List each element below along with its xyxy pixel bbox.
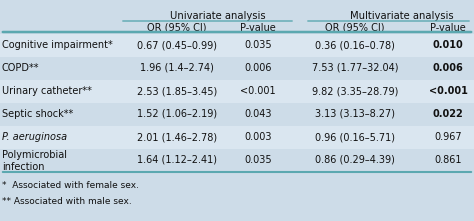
Text: 1.52 (1.06–2.19): 1.52 (1.06–2.19) (137, 109, 217, 119)
Text: Cognitive impairment*: Cognitive impairment* (2, 40, 113, 50)
Text: 0.035: 0.035 (244, 155, 272, 165)
Text: Polymicrobial: Polymicrobial (2, 150, 67, 160)
Text: OR (95% CI): OR (95% CI) (147, 23, 207, 33)
Text: P-value: P-value (430, 23, 466, 33)
Text: P. aeruginosa: P. aeruginosa (2, 132, 67, 142)
Text: 1.64 (1.12–2.41): 1.64 (1.12–2.41) (137, 155, 217, 165)
Text: 0.006: 0.006 (433, 63, 464, 73)
Text: 0.006: 0.006 (244, 63, 272, 73)
Text: 3.13 (3.13–8.27): 3.13 (3.13–8.27) (315, 109, 395, 119)
Text: ** Associated with male sex.: ** Associated with male sex. (2, 196, 132, 206)
Text: 0.36 (0.16–0.78): 0.36 (0.16–0.78) (315, 40, 395, 50)
Text: 1.96 (1.4–2.74): 1.96 (1.4–2.74) (140, 63, 214, 73)
Text: COPD**: COPD** (2, 63, 39, 73)
Text: 0.861: 0.861 (434, 155, 462, 165)
Text: 0.967: 0.967 (434, 132, 462, 142)
Text: 0.010: 0.010 (433, 40, 464, 50)
Text: 0.035: 0.035 (244, 40, 272, 50)
Text: 0.67 (0.45–0.99): 0.67 (0.45–0.99) (137, 40, 217, 50)
Text: 9.82 (3.35–28.79): 9.82 (3.35–28.79) (312, 86, 398, 96)
Text: <0.001: <0.001 (428, 86, 467, 96)
Text: OR (95% CI): OR (95% CI) (325, 23, 385, 33)
Text: 2.01 (1.46–2.78): 2.01 (1.46–2.78) (137, 132, 217, 142)
Text: 0.96 (0.16–5.71): 0.96 (0.16–5.71) (315, 132, 395, 142)
Text: Septic shock**: Septic shock** (2, 109, 73, 119)
Text: Multivariate analysis: Multivariate analysis (350, 11, 453, 21)
Text: 2.53 (1.85–3.45): 2.53 (1.85–3.45) (137, 86, 217, 96)
Text: <0.001: <0.001 (240, 86, 276, 96)
Text: Univariate analysis: Univariate analysis (170, 11, 265, 21)
Text: 7.53 (1.77–32.04): 7.53 (1.77–32.04) (312, 63, 398, 73)
Text: 0.022: 0.022 (433, 109, 464, 119)
Text: 0.86 (0.29–4.39): 0.86 (0.29–4.39) (315, 155, 395, 165)
Text: *  Associated with female sex.: * Associated with female sex. (2, 181, 139, 191)
Text: P-value: P-value (240, 23, 276, 33)
Text: 0.003: 0.003 (244, 132, 272, 142)
Text: 0.043: 0.043 (244, 109, 272, 119)
Text: Urinary catheter**: Urinary catheter** (2, 86, 92, 96)
Text: infection: infection (2, 162, 45, 172)
